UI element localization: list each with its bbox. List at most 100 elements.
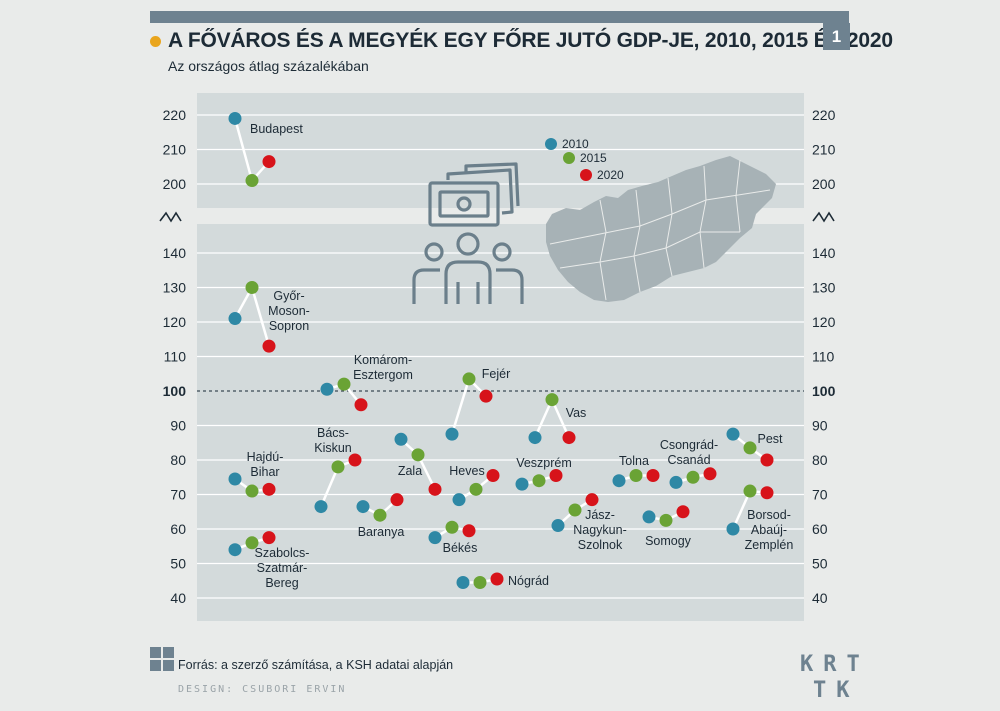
region-label-line: Szabolcs-	[255, 546, 310, 560]
people-group-icon	[412, 232, 524, 304]
y-tick-label-left: 40	[170, 590, 186, 606]
region-label: Jász-Nagykun-Szolnok	[573, 508, 627, 552]
point-2015	[686, 470, 700, 484]
point-2010	[228, 111, 242, 125]
y-tick-label-left: 90	[170, 418, 186, 434]
y-tick-label-left: 110	[164, 349, 187, 365]
corner-accent	[837, 11, 849, 23]
y-tick-label-left: 210	[163, 142, 187, 158]
region-label-line: Veszprém	[516, 456, 572, 470]
point-2010	[394, 432, 408, 446]
region-label: Budapest	[250, 122, 303, 136]
point-2020	[676, 505, 690, 519]
region-label-line: Győr-	[273, 289, 304, 303]
point-2015	[462, 372, 476, 386]
region-label-line: Bács-	[317, 426, 349, 440]
point-2015	[245, 484, 259, 498]
region-label-line: Kiskun	[314, 441, 352, 455]
y-tick-label-right: 210	[812, 142, 836, 158]
region-pest: Pest	[726, 427, 783, 467]
point-2015	[373, 508, 387, 522]
region-label-line: Abaúj-	[751, 523, 787, 537]
y-tick-label-right: 60	[812, 521, 828, 537]
region-heves: Heves	[449, 464, 500, 507]
y-tick-label-right: 220	[812, 107, 836, 123]
region-label-line: Borsod-	[747, 508, 791, 522]
region-label: Komárom-Esztergom	[353, 353, 413, 382]
point-2010	[428, 531, 442, 545]
gridlines	[197, 114, 804, 599]
legend-label-2015: 2015	[580, 151, 607, 165]
banknote-stack-icon	[428, 162, 520, 227]
region-label-line: Baranya	[358, 525, 405, 539]
region-label-line: Nógrád	[508, 574, 549, 588]
y-tick-label-left: 200	[163, 176, 187, 192]
point-2010	[456, 575, 470, 589]
point-2015	[245, 536, 259, 550]
region-csongrád-csanád: Csongrád-Csanád	[660, 438, 718, 489]
point-2020	[646, 469, 660, 483]
hungary-map-icon	[546, 156, 776, 302]
legend-label-2020: 2020	[597, 168, 624, 182]
point-2010	[314, 500, 328, 514]
region-label: Fejér	[482, 367, 510, 381]
point-2015	[568, 503, 582, 517]
point-2010	[228, 543, 242, 557]
point-2020	[262, 531, 276, 545]
region-label-line: Budapest	[250, 122, 303, 136]
point-2020	[486, 469, 500, 483]
region-jász-nagykun-szolnok: Jász-Nagykun-Szolnok	[551, 493, 627, 552]
point-2010	[228, 472, 242, 486]
point-2020	[760, 453, 774, 467]
region-label-line: Heves	[449, 464, 484, 478]
region-label-line: Bereg	[265, 576, 298, 590]
region-label-line: Esztergom	[353, 368, 413, 382]
point-2010	[356, 500, 370, 514]
logo-line-2: TK	[813, 678, 860, 703]
region-label-line: Csongrád-	[660, 438, 718, 452]
legend: 2010 2015 2020	[545, 137, 624, 182]
point-2020	[354, 398, 368, 412]
point-2015	[532, 474, 546, 488]
region-label-line: Szatmár-	[257, 561, 308, 575]
region-label: Bács-Kiskun	[314, 426, 352, 455]
region-hajdú-bihar: Hajdú-Bihar	[228, 450, 283, 498]
region-label-line: Csanád	[667, 453, 710, 467]
point-2020	[462, 524, 476, 538]
y-tick-label-right: 120	[812, 314, 836, 330]
y-tick-label-right: 200	[812, 176, 836, 192]
region-label-line: Fejér	[482, 367, 510, 381]
region-label-line: Szolnok	[578, 538, 623, 552]
title-bullet-icon	[150, 36, 161, 47]
point-2020	[262, 339, 276, 353]
y-tick-label-right: 100	[812, 383, 836, 399]
y-tick-label-left: 60	[170, 521, 186, 537]
point-2020	[262, 155, 276, 169]
lower-plot-panel	[197, 224, 804, 621]
point-2015	[331, 460, 345, 474]
region-label: Győr-Moson-Sopron	[268, 289, 310, 333]
point-2020	[428, 482, 442, 496]
point-2015	[545, 393, 559, 407]
footer-grid-icon	[150, 647, 174, 671]
y-tick-label-right: 90	[812, 418, 828, 434]
region-label-line: Tolna	[619, 454, 649, 468]
y-tick-label-left: 70	[170, 487, 186, 503]
point-2010	[726, 522, 740, 536]
region-label-line: Nagykun-	[573, 523, 627, 537]
point-2020	[760, 486, 774, 500]
point-2020	[262, 482, 276, 496]
y-tick-label-left: 130	[163, 280, 187, 296]
source-note: Forrás: a szerző számítása, a KSH adatai…	[178, 658, 454, 672]
point-2015	[473, 575, 487, 589]
region-label: Szabolcs-Szatmár-Bereg	[255, 546, 310, 590]
point-2010	[228, 312, 242, 326]
region-somogy: Somogy	[642, 505, 692, 548]
point-2010	[642, 510, 656, 524]
point-2010	[515, 477, 529, 491]
region-veszprém: Veszprém	[515, 456, 572, 491]
point-2015	[469, 482, 483, 496]
point-2010	[551, 519, 565, 533]
region-komárom-esztergom: Komárom-Esztergom	[320, 353, 413, 412]
